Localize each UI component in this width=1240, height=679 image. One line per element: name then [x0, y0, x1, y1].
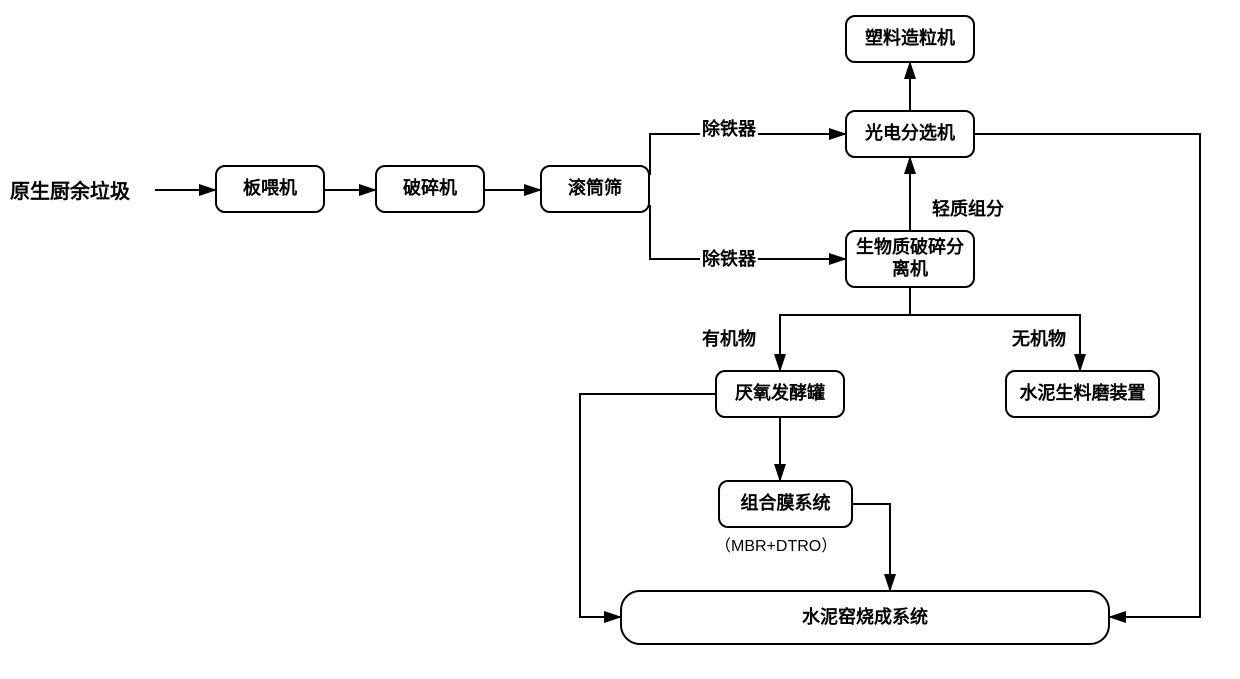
edge-label-iron-remover-bottom: 除铁器 [700, 245, 758, 271]
node-label: 水泥窑烧成系统 [802, 607, 928, 629]
node-label: 组合膜系统 [741, 493, 831, 515]
node-label: 厌氧发酵罐 [735, 383, 825, 405]
node-cement-kiln: 水泥窑烧成系统 [620, 590, 1110, 645]
node-plastic-granulator: 塑料造粒机 [845, 15, 975, 63]
node-crusher: 破碎机 [375, 165, 485, 213]
node-optical-sorter: 光电分选机 [845, 110, 975, 158]
edge-label-inorganic: 无机物 [1010, 325, 1068, 351]
node-label: 塑料造粒机 [865, 28, 955, 50]
node-anaerobic-fermenter: 厌氧发酵罐 [715, 370, 845, 418]
node-membrane-system: 组合膜系统 [718, 480, 853, 528]
node-label: 破碎机 [403, 178, 457, 200]
node-bio-crusher-separator: 生物质破碎分离机 [845, 230, 975, 288]
node-label: 水泥生料磨装置 [1020, 383, 1146, 405]
edge-label-organic: 有机物 [700, 325, 758, 351]
node-label: 滚筒筛 [568, 178, 622, 200]
start-label: 原生厨余垃圾 [10, 175, 130, 204]
node-label: 板喂机 [243, 178, 297, 200]
node-trommel: 滚筒筛 [540, 165, 650, 213]
node-cement-raw-mill: 水泥生料磨装置 [1005, 370, 1160, 418]
edge-label-light-fraction: 轻质组分 [930, 195, 1006, 221]
node-plate-feeder: 板喂机 [215, 165, 325, 213]
node-label: 光电分选机 [865, 123, 955, 145]
membrane-sublabel: （MBR+DTRO） [715, 532, 837, 556]
edge-label-iron-remover-top: 除铁器 [700, 115, 758, 141]
node-label: 生物质破碎分离机 [853, 237, 967, 280]
